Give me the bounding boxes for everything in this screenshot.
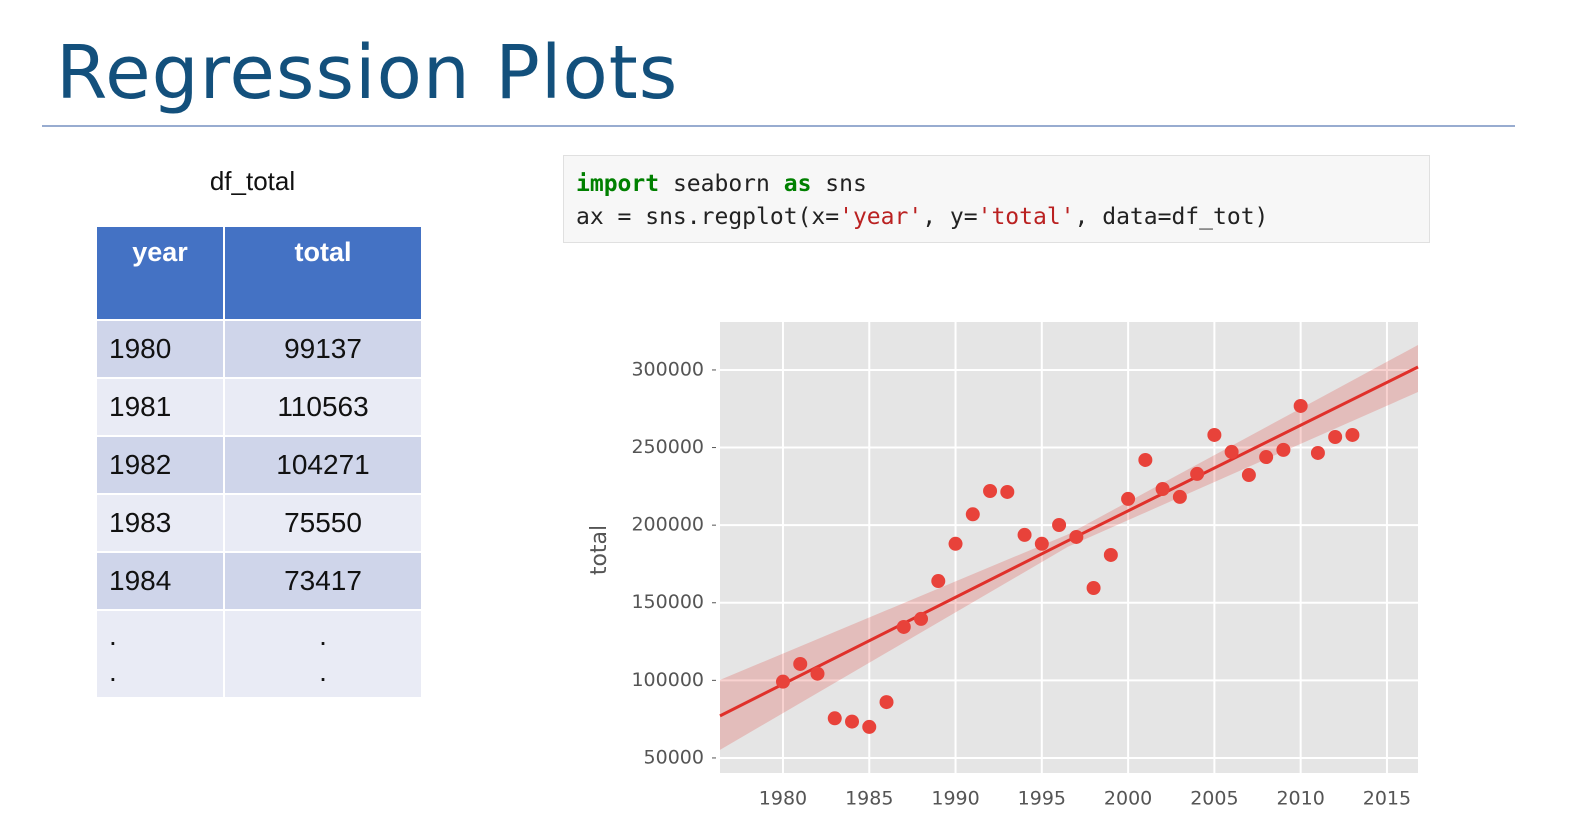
code-token: ax = sns.regplot(x= xyxy=(576,204,840,230)
code-line: ax = sns.regplot(x='year', y='total', da… xyxy=(576,201,1429,234)
point xyxy=(931,574,946,589)
slide-title: Regression Plots xyxy=(56,30,679,116)
data-table: year total 1980 99137 1981 110563 1982 104271 19… xyxy=(95,225,423,699)
point xyxy=(1000,484,1015,499)
point xyxy=(1155,481,1170,496)
table-cell: 1984 xyxy=(95,551,225,611)
point xyxy=(810,666,825,681)
code-token: , data=df_tot) xyxy=(1074,204,1269,230)
point xyxy=(1034,536,1049,551)
point xyxy=(1241,468,1256,483)
y-tick-label: 50000 xyxy=(644,746,704,768)
point xyxy=(1069,529,1084,544)
table-cell: 1980 xyxy=(95,319,225,379)
ellipsis-row: .... xyxy=(95,609,423,699)
y-tick-label: 100000 xyxy=(631,669,704,691)
y-axis-label: total xyxy=(587,525,612,575)
header-cell: year xyxy=(95,225,225,321)
y-tick-label: 250000 xyxy=(631,436,704,458)
code-token: seaborn xyxy=(659,171,784,197)
point xyxy=(1310,445,1325,460)
point xyxy=(1224,444,1239,459)
code-token: sns xyxy=(811,171,867,197)
code-token: import xyxy=(576,171,660,197)
point xyxy=(793,656,808,671)
table-cell: 1982 xyxy=(95,435,225,495)
code-token: , y= xyxy=(922,204,978,230)
table-cell: 1983 xyxy=(95,493,225,553)
code-token: 'year' xyxy=(839,204,923,230)
point xyxy=(896,619,911,634)
point xyxy=(1017,527,1032,542)
point xyxy=(983,484,998,499)
point xyxy=(1086,581,1101,596)
y-tick-label: 300000 xyxy=(631,358,704,380)
point xyxy=(1052,517,1067,532)
ellipsis-dot: . xyxy=(319,620,327,651)
point xyxy=(845,714,860,729)
point xyxy=(775,674,790,689)
table-row: 1981 110563 xyxy=(95,377,423,437)
point xyxy=(1172,489,1187,504)
header-cell: total xyxy=(223,225,423,321)
point xyxy=(827,711,842,726)
point xyxy=(948,536,963,551)
point xyxy=(879,695,894,710)
regression-line xyxy=(719,365,1419,718)
table-cell: 75550 xyxy=(223,493,423,553)
x-tick-label: 2015 xyxy=(1363,788,1411,810)
code-block: import seaborn as sns ax = sns.regplot(x=… xyxy=(563,155,1430,243)
point xyxy=(1328,430,1343,445)
x-tick-label: 1980 xyxy=(759,788,807,810)
table-cell: 73417 xyxy=(223,551,423,611)
point xyxy=(1276,442,1291,457)
table-row: 1980 99137 xyxy=(95,319,423,379)
x-tick-label: 1985 xyxy=(845,788,893,810)
ellipsis-dot: . xyxy=(319,656,327,687)
table-cell: 1981 xyxy=(95,377,225,437)
table-cell: 99137 xyxy=(223,319,423,379)
confidence-band xyxy=(720,344,1418,750)
ellipsis-dot: . xyxy=(109,620,117,651)
ellipsis-dot: . xyxy=(109,656,117,687)
point xyxy=(1103,547,1118,562)
point xyxy=(1121,491,1136,506)
table-row: 1984 73417 xyxy=(95,551,423,611)
x-tick-label: 2000 xyxy=(1104,788,1152,810)
ellipsis-cell: .. xyxy=(223,609,423,699)
plot-area xyxy=(720,322,1418,773)
point xyxy=(1293,398,1308,413)
point xyxy=(1207,427,1222,442)
code-line: import seaborn as sns xyxy=(576,168,1429,201)
point xyxy=(862,719,877,734)
ellipsis-cell: .. xyxy=(95,609,225,699)
point xyxy=(1259,450,1274,465)
point xyxy=(965,507,980,522)
x-tick-label: 2005 xyxy=(1190,788,1238,810)
table-row: 1983 75550 xyxy=(95,493,423,553)
x-tick-label: 1995 xyxy=(1018,788,1066,810)
y-tick-label: 150000 xyxy=(631,591,704,613)
header-row: year total xyxy=(95,225,423,321)
table-row: 1982 104271 xyxy=(95,435,423,495)
table-cell: 110563 xyxy=(223,377,423,437)
x-tick-label: 1990 xyxy=(931,788,979,810)
code-token: 'total' xyxy=(977,204,1075,230)
point xyxy=(1345,427,1360,442)
code-token: as xyxy=(783,171,812,197)
title-rule xyxy=(42,125,1515,127)
point xyxy=(1190,466,1205,481)
table-caption: df_total xyxy=(209,166,296,196)
x-tick-label: 2010 xyxy=(1276,788,1324,810)
y-tick-label: 200000 xyxy=(631,514,704,536)
point xyxy=(1138,452,1153,467)
point xyxy=(914,611,929,626)
table-cell: 104271 xyxy=(223,435,423,495)
